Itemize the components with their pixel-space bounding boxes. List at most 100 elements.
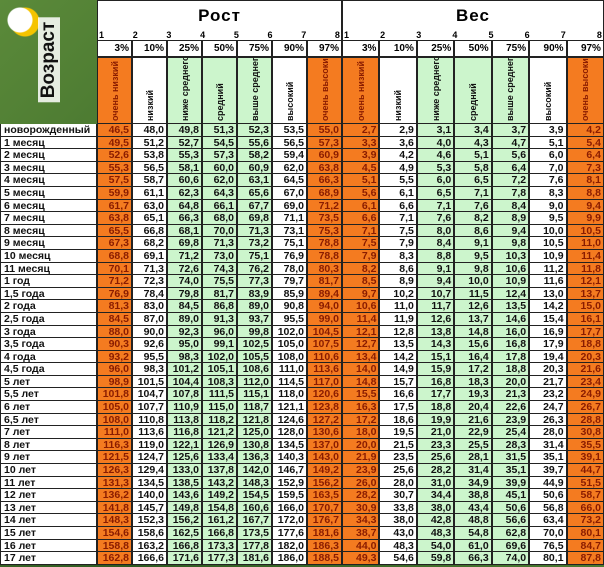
height-cell: 71,3 — [132, 262, 167, 276]
height-cell: 59,4 — [272, 149, 307, 162]
weight-cell: 28,2 — [342, 489, 380, 502]
weight-cell: 62,8 — [491, 527, 530, 540]
height-cell: 70,1 — [97, 262, 132, 276]
height-cell: 123,8 — [307, 401, 342, 414]
weight-cell: 13,4 — [342, 350, 380, 364]
weight-cell: 54,8 — [454, 527, 492, 540]
weight-percentile-4: 50% — [454, 40, 492, 57]
weight-cell: 11,9 — [379, 312, 417, 326]
weight-cell: 12,4 — [491, 287, 530, 301]
weight-cell: 74,0 — [491, 552, 530, 565]
weight-cell: 6,0 — [416, 174, 455, 187]
weight-cell: 7,2 — [491, 174, 530, 187]
height-cell: 111,0 — [272, 363, 307, 376]
weight-cell: 13,5 — [379, 338, 417, 351]
height-cell: 80,3 — [307, 262, 342, 276]
height-cell: 67,0 — [272, 186, 307, 200]
weight-cell: 66,0 — [566, 501, 604, 515]
age-cell: 10 месяц — [0, 249, 97, 263]
weight-cell: 28,3 — [491, 438, 530, 452]
column-number: 4 — [452, 30, 458, 40]
height-cell: 89,0 — [237, 300, 272, 313]
weight-cell: 28,0 — [379, 476, 417, 490]
height-cell: 113,6 — [132, 426, 167, 439]
height-cell: 143,6 — [167, 489, 202, 502]
weight-cell: 3,7 — [491, 124, 530, 137]
age-cell: 2 месяц — [0, 149, 97, 162]
height-cell: 108,0 — [97, 413, 132, 427]
weight-cell: 12,1 — [566, 275, 604, 288]
age-cell: 6,5 лет — [0, 413, 97, 427]
weight-cell: 18,8 — [566, 338, 604, 351]
category-label: средний — [467, 83, 478, 121]
height-cell: 79,8 — [167, 287, 202, 301]
height-cell: 101,5 — [132, 375, 167, 389]
weight-cell: 6,4 — [566, 149, 604, 162]
weight-cell: 31,4 — [529, 438, 567, 452]
weight-cell: 42,8 — [416, 514, 455, 527]
weight-cell: 28,8 — [566, 413, 604, 427]
height-cell: 68,9 — [307, 186, 342, 200]
height-cell: 81,7 — [202, 287, 237, 301]
height-cell: 66,8 — [132, 224, 167, 238]
height-cell: 59,9 — [97, 186, 132, 200]
weight-cell: 10,5 — [566, 224, 604, 238]
height-cell: 167,7 — [237, 514, 272, 527]
height-cell: 170,7 — [307, 501, 342, 515]
weight-cell: 15,9 — [416, 363, 455, 376]
category-label: высокий — [542, 81, 553, 121]
height-cell: 113,6 — [307, 363, 342, 376]
height-cell: 102,5 — [237, 338, 272, 351]
height-cell: 177,3 — [202, 552, 237, 565]
height-cell: 105,5 — [237, 350, 272, 364]
height-cell: 71,3 — [202, 237, 237, 250]
height-cell: 126,3 — [97, 464, 132, 477]
height-cell: 133,0 — [167, 464, 202, 477]
weight-cell: 11,4 — [342, 312, 380, 326]
weight-cell: 14,2 — [379, 350, 417, 364]
weight-cell: 17,2 — [342, 413, 380, 427]
weight-cell: 7,6 — [454, 199, 492, 213]
weight-cell: 3,6 — [379, 136, 417, 150]
weight-cell: 6,6 — [342, 212, 380, 225]
height-cell: 65,5 — [97, 224, 132, 238]
height-cell: 95,5 — [132, 350, 167, 364]
height-cell: 138,5 — [167, 476, 202, 490]
height-cell: 124,6 — [272, 413, 307, 427]
height-cell: 99,1 — [202, 338, 237, 351]
weight-cell: 10,5 — [529, 237, 567, 250]
height-cell: 60,6 — [167, 174, 202, 187]
height-cell: 62,3 — [167, 186, 202, 200]
category-label: высокий — [284, 81, 295, 121]
weight-cell: 16,1 — [566, 312, 604, 326]
height-cell: 64,8 — [167, 199, 202, 213]
height-cell: 114,5 — [272, 375, 307, 389]
height-cell: 60,9 — [237, 161, 272, 175]
weight-cell: 8,9 — [379, 275, 417, 288]
weight-cell: 24,9 — [566, 388, 604, 402]
weight-cell: 10,0 — [454, 275, 492, 288]
weight-category-7: очень высокий — [566, 57, 604, 124]
weight-cell: 69,6 — [491, 539, 530, 553]
weight-cell: 54,6 — [379, 552, 417, 565]
height-cell: 63,8 — [307, 161, 342, 175]
height-cell: 70,0 — [202, 224, 237, 238]
weight-cell: 19,4 — [529, 350, 567, 364]
height-cell: 121,2 — [202, 426, 237, 439]
height-cell: 102,0 — [202, 350, 237, 364]
column-number: 1 — [344, 30, 350, 40]
weight-cell: 8,0 — [416, 224, 455, 238]
height-column-numbers: 1 2 3 4 5 6 7 8 — [97, 31, 342, 40]
height-cell: 110,9 — [167, 401, 202, 414]
weight-cell: 28,1 — [454, 451, 492, 465]
column-number: 6 — [524, 30, 530, 40]
weight-cell: 9,0 — [529, 199, 567, 213]
weight-cell: 26,7 — [566, 401, 604, 414]
height-cell: 49,5 — [97, 136, 132, 150]
weight-cell: 38,7 — [342, 527, 380, 540]
height-cell: 112,0 — [237, 375, 272, 389]
height-cell: 166,8 — [167, 539, 202, 553]
height-cell: 131,3 — [97, 476, 132, 490]
height-cell: 98,3 — [132, 363, 167, 376]
height-category-6: высокий — [272, 57, 307, 124]
